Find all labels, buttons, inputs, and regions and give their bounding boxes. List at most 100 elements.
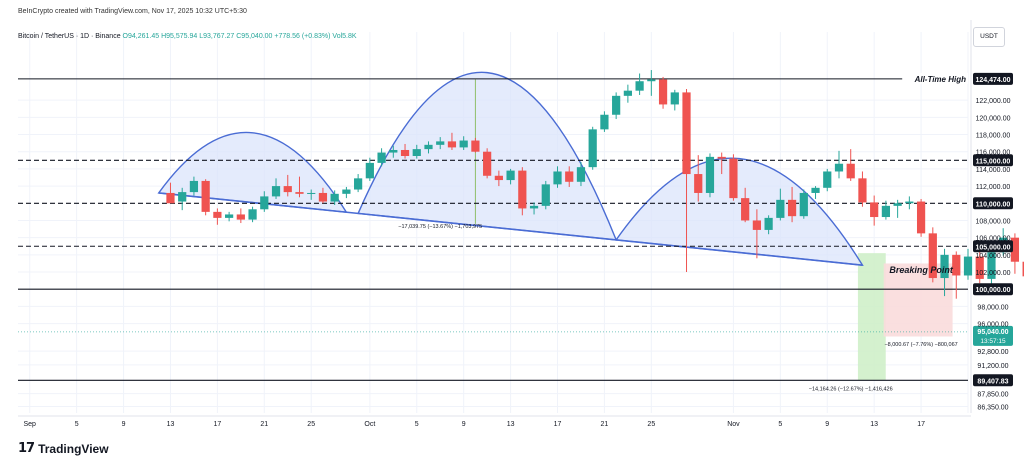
price-tick-label: 96,000.00: [977, 322, 1008, 329]
level-label: 115,000.00: [976, 158, 1011, 165]
candle-body: [447, 141, 457, 148]
price-tick-label: 87,850.00: [977, 392, 1008, 399]
candle-body: [647, 79, 656, 82]
date-axis[interactable]: Sep 5 9 13 17 21 25 Oct 5 9 13 17 21 25 Nov 5 9 13 17: [23, 421, 925, 428]
low-value: L93,767.27: [199, 33, 235, 40]
candle-body: [846, 163, 855, 179]
close-value: C95,040.00: [236, 33, 273, 40]
volume-value: Vol5.8K: [332, 33, 357, 40]
candle-body: [752, 220, 761, 230]
neckline: [158, 192, 863, 266]
current-price-label: 95,040.00: [977, 329, 1008, 336]
currency-button[interactable]: USDT: [973, 27, 1005, 47]
candle-body: [494, 175, 503, 181]
candle-body: [236, 214, 245, 220]
price-tick-label: 98,000.00: [977, 304, 1008, 311]
candle-body: [354, 178, 363, 190]
date-tick-label: 21: [260, 421, 268, 428]
price-tick-label: 118,000.00: [976, 133, 1011, 140]
chart-credit: BeInCrypto created with TradingView.com,…: [18, 8, 247, 15]
price-tick-label: 120,000.00: [975, 115, 1010, 122]
candle-body: [858, 178, 867, 203]
date-tick-label: 5: [75, 421, 79, 428]
left-shoulder: [157, 131, 348, 214]
candle-body: [377, 152, 386, 163]
candle-body: [166, 192, 175, 204]
date-tick-label: 25: [647, 421, 655, 428]
candle-body: [705, 156, 715, 193]
candle-body: [1022, 261, 1024, 277]
date-tick-label: 13: [507, 421, 515, 428]
candle-body: [741, 198, 750, 221]
candle-body: [213, 211, 222, 218]
candle-body: [928, 233, 937, 279]
price-tick-label: 92,800.00: [977, 349, 1008, 356]
candle-body: [940, 254, 949, 279]
price-tick-label: 106,000.00: [975, 236, 1010, 243]
date-tick-label: 17: [554, 421, 562, 428]
candle-body: [529, 205, 539, 209]
candle-body: [881, 205, 891, 218]
measurement-label: −8,000.67 (−7.76%) −800,067: [884, 342, 957, 348]
level-label-bg: [973, 154, 1013, 167]
candle-body: [612, 95, 621, 115]
candle-body: [823, 171, 832, 188]
price-axis[interactable]: 124,474.00 115,000.00 110,000.00 105,000.00…: [973, 72, 1013, 412]
candle-body: [905, 201, 914, 204]
measurement-label: −14,164.26 (−12.67%) −1,416,426: [809, 387, 893, 393]
candle-body: [271, 186, 281, 197]
candle-body: [717, 156, 726, 159]
candle-body: [225, 214, 234, 218]
candle-body: [635, 81, 644, 91]
date-tick-label: Sep: [23, 421, 36, 428]
candle-body: [975, 256, 984, 279]
candle-body: [799, 192, 808, 217]
candle-body: [776, 199, 785, 218]
right-shoulder: [614, 157, 864, 267]
candle-body: [694, 174, 703, 193]
candle-body: [565, 171, 574, 182]
date-tick-label: 21: [601, 421, 609, 428]
date-tick-label: 5: [415, 421, 419, 428]
candle-body: [342, 189, 351, 194]
candle-body: [201, 180, 210, 212]
current-price-countdown: 13:57:15: [980, 338, 1006, 345]
symbol-name[interactable]: Bitcoin / TetherUS · 1D · Binance: [18, 33, 121, 40]
date-tick-label: 5: [778, 421, 782, 428]
candle-body: [318, 192, 328, 202]
candle-body: [189, 180, 199, 193]
high-value: H95,575.94: [161, 33, 198, 40]
open-value: O94,261.45: [122, 33, 160, 40]
level-annotation: All-Time High: [914, 75, 967, 84]
date-tick-label: 9: [825, 421, 829, 428]
candle-body: [729, 158, 738, 199]
level-label-bg: [973, 374, 1013, 387]
price-tick-label: 112,000.00: [976, 184, 1011, 191]
candle-body: [787, 199, 797, 217]
tradingview-logo-icon: 17: [18, 441, 35, 456]
level-label: 124,474.00: [975, 77, 1010, 84]
candle-body: [682, 92, 691, 175]
candle-body: [588, 129, 597, 168]
date-tick-label: 25: [307, 421, 315, 428]
candle-body: [623, 90, 632, 96]
candle-body: [811, 187, 820, 193]
price-tick-label: 108,000.00: [975, 218, 1010, 225]
date-tick-label: 9: [122, 421, 126, 428]
level-label-bg: [973, 240, 1013, 253]
date-tick-label: 13: [870, 421, 878, 428]
chart-annotations: Breaking Point −17,039.75 (−13.67%) −1,70…: [398, 224, 957, 392]
change-value: +778.56 (+0.83%): [274, 33, 331, 40]
candle-body: [834, 163, 844, 172]
tradingview-logo[interactable]: 17 TradingView: [18, 441, 109, 456]
candle-body: [471, 140, 480, 152]
candle-body: [412, 149, 421, 157]
candle-body: [952, 254, 961, 276]
date-tick-label: Nov: [727, 421, 740, 428]
level-label: 100,000.00: [975, 287, 1010, 294]
candle-body: [670, 92, 679, 105]
candle-body: [436, 141, 445, 145]
level-label: 110,000.00: [976, 201, 1011, 208]
candle-body: [518, 170, 527, 209]
